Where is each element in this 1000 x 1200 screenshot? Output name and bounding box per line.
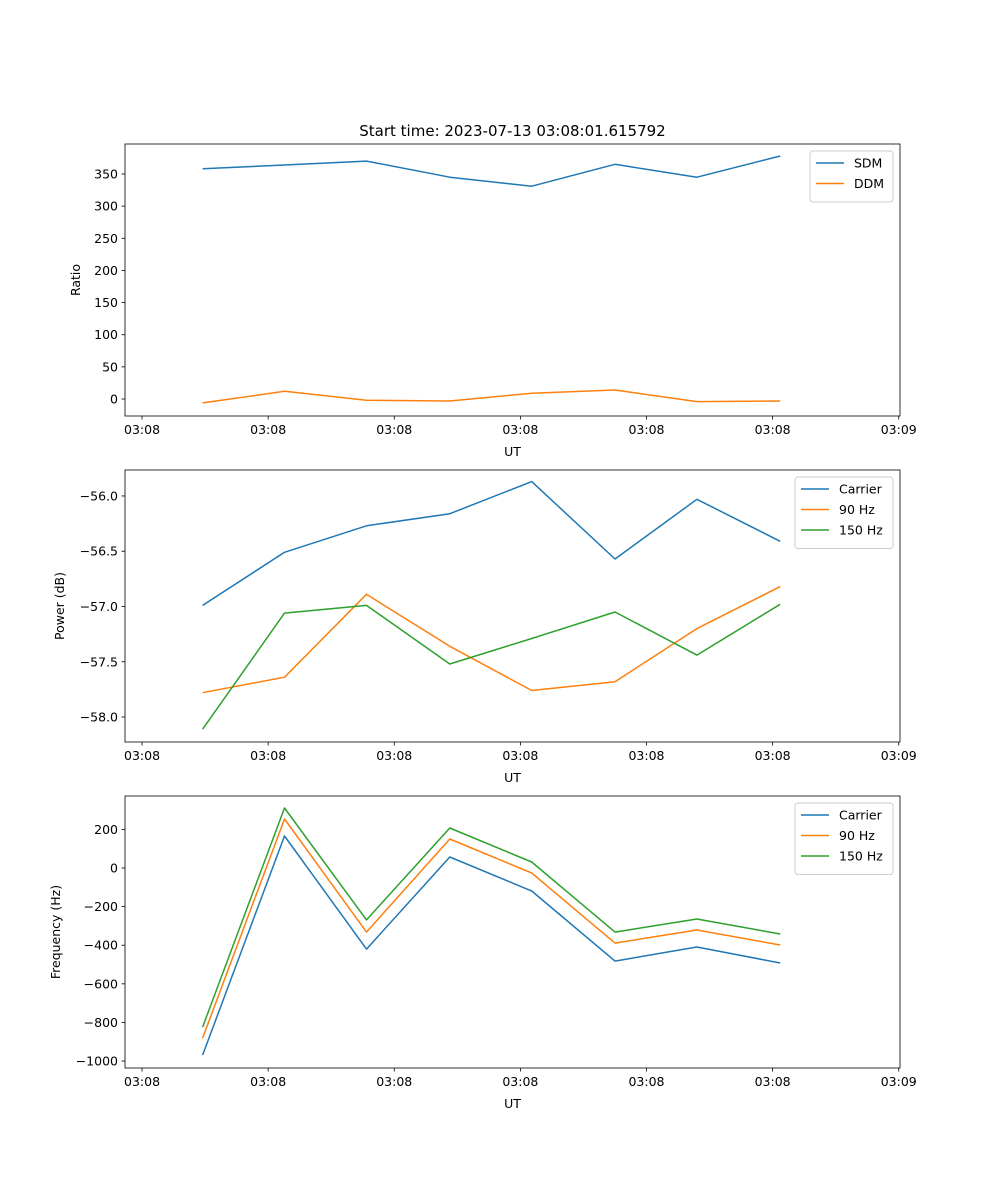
series-line-90-hz (202, 585, 781, 694)
x-tick-label: 03:08 (628, 748, 664, 763)
y-tick-label: −800 (84, 1015, 118, 1030)
x-tick-label: 03:08 (250, 1074, 286, 1089)
legend-label: 90 Hz (839, 828, 875, 843)
chart-title: Start time: 2023-07-13 03:08:01.615792 (359, 122, 665, 140)
y-tick-label: 200 (94, 822, 118, 837)
x-tick-label: 03:09 (881, 748, 917, 763)
legend-label: DDM (854, 176, 884, 191)
y-tick-label: −1000 (76, 1054, 118, 1069)
legend: Carrier 90 Hz 150 Hz (794, 476, 894, 549)
axes-frame (124, 469, 901, 743)
legend-label: Carrier (839, 808, 883, 823)
x-axis-label: UT (504, 444, 521, 459)
subplot-3: 03:08 03:08 03:08 03:08 03:08 03:08 03:09 UT −10… (48, 795, 917, 1111)
legend-label: 90 Hz (839, 502, 875, 517)
x-tick-label: 03:08 (502, 1074, 538, 1089)
x-tick-label: 03:09 (881, 422, 917, 437)
x-axis-label: UT (504, 770, 521, 785)
x-tick-label: 03:08 (755, 422, 791, 437)
y-tick-label: 200 (94, 263, 118, 278)
x-tick-label: 03:08 (755, 1074, 791, 1089)
y-tick-label: 300 (94, 199, 118, 214)
legend-label: 150 Hz (839, 849, 883, 864)
x-axis-label: UT (504, 1096, 521, 1111)
y-tick-label: −200 (84, 899, 118, 914)
series-line-carrier (202, 480, 781, 607)
axes-frame (124, 795, 901, 1069)
y-tick-label: 50 (102, 359, 118, 374)
y-tick-label: 0 (110, 861, 118, 876)
y-tick-label: −56.5 (80, 544, 118, 559)
series-line-sdm (202, 155, 781, 187)
legend-label: SDM (854, 156, 882, 171)
y-axis-label: Power (dB) (52, 572, 67, 640)
x-tick-label: 03:09 (881, 1074, 917, 1089)
series-line-90-hz (201, 818, 781, 1039)
series-line-150-hz (201, 807, 781, 1028)
x-tick-label: 03:08 (250, 748, 286, 763)
y-tick-label: 250 (94, 231, 118, 246)
y-tick-label: −600 (84, 976, 118, 991)
y-tick-label: 0 (110, 392, 118, 407)
x-tick-label: 03:08 (124, 1074, 160, 1089)
y-tick-label: −56.0 (80, 488, 118, 503)
y-tick-label: −57.0 (80, 599, 118, 614)
y-tick-label: −57.5 (80, 654, 118, 669)
x-tick-label: 03:08 (376, 748, 412, 763)
x-tick-label: 03:08 (755, 748, 791, 763)
series-line-ddm (202, 389, 781, 404)
subplot-1: Start time: 2023-07-13 03:08:01.61579203… (68, 122, 917, 459)
x-tick-label: 03:08 (124, 748, 160, 763)
axes-frame (124, 143, 901, 417)
legend: SDM DDM (809, 150, 894, 203)
legend-label: 150 Hz (839, 523, 883, 538)
x-tick-label: 03:08 (376, 1074, 412, 1089)
x-tick-label: 03:08 (502, 422, 538, 437)
subplot-2: 03:08 03:08 03:08 03:08 03:08 03:08 03:09 UT −58… (52, 469, 917, 785)
x-tick-label: 03:08 (124, 422, 160, 437)
y-axis-label: Frequency (Hz) (48, 885, 63, 979)
legend-label: Carrier (839, 482, 883, 497)
series-line-carrier (201, 835, 781, 1056)
y-tick-label: 150 (94, 295, 118, 310)
x-tick-label: 03:08 (502, 748, 538, 763)
series-line-150-hz (201, 603, 781, 730)
x-tick-label: 03:08 (376, 422, 412, 437)
y-tick-label: 100 (94, 327, 118, 342)
x-tick-label: 03:08 (628, 422, 664, 437)
y-tick-label: 350 (94, 166, 118, 181)
y-tick-label: −58.0 (80, 710, 118, 725)
x-tick-label: 03:08 (628, 1074, 664, 1089)
y-tick-label: −400 (84, 938, 118, 953)
legend: Carrier 90 Hz 150 Hz (794, 802, 894, 875)
x-tick-label: 03:08 (250, 422, 286, 437)
y-axis-label: Ratio (68, 264, 83, 296)
